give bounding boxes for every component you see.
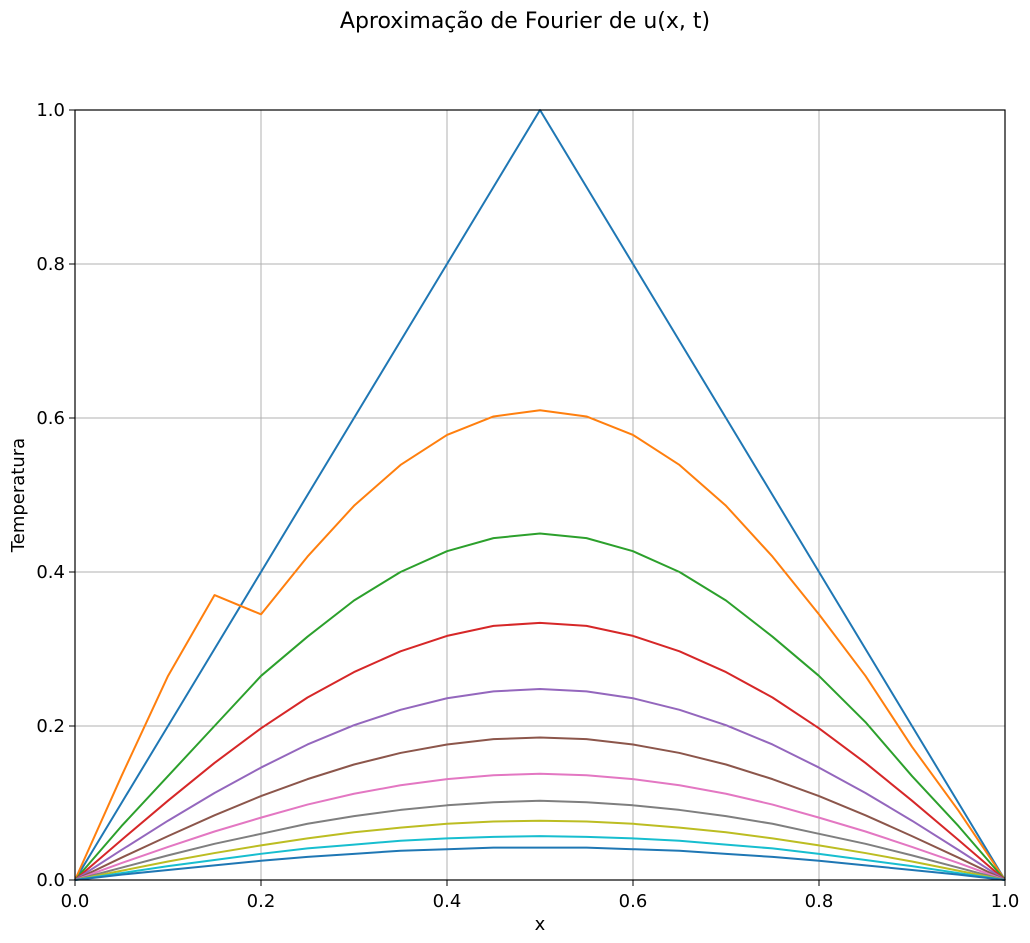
y-tick-label: 0.0 bbox=[36, 870, 65, 891]
series-line-10 bbox=[74, 835, 1006, 881]
y-tick-label: 1.0 bbox=[36, 100, 65, 121]
y-axis-label: Temperatura bbox=[8, 438, 29, 553]
series-line-4 bbox=[74, 621, 1006, 881]
x-tick-label: 0.0 bbox=[61, 891, 90, 912]
y-tick-label: 0.8 bbox=[36, 254, 65, 275]
series-line-5 bbox=[74, 688, 1006, 881]
y-tick-label: 0.4 bbox=[36, 562, 65, 583]
series-line-6 bbox=[74, 736, 1006, 881]
y-axis-ticks: 0.0 0.2 0.4 0.6 0.8 1.0 bbox=[36, 100, 75, 891]
series-line-3 bbox=[74, 532, 1006, 881]
series-line-1 bbox=[74, 109, 1006, 881]
series-line-8 bbox=[74, 799, 1006, 881]
series-line-9 bbox=[74, 819, 1006, 881]
y-tick-label: 0.2 bbox=[36, 716, 65, 737]
x-tick-label: 1.0 bbox=[991, 891, 1020, 912]
y-tick-label: 0.6 bbox=[36, 408, 65, 429]
x-tick-label: 0.4 bbox=[433, 891, 462, 912]
x-tick-label: 0.2 bbox=[247, 891, 276, 912]
grid bbox=[74, 109, 1006, 881]
x-tick-label: 0.8 bbox=[805, 891, 834, 912]
x-axis-ticks: 0.0 0.2 0.4 0.6 0.8 1.0 bbox=[61, 880, 1020, 912]
series-line-2 bbox=[74, 409, 1006, 881]
series-line-11 bbox=[74, 846, 1006, 881]
series-group bbox=[74, 109, 1006, 881]
chart-title: Aproximação de Fourier de u(x, t) bbox=[340, 9, 710, 34]
x-tick-label: 0.6 bbox=[619, 891, 648, 912]
series-line-7 bbox=[74, 772, 1006, 881]
x-axis-label: x bbox=[535, 914, 546, 935]
plot-frame bbox=[74, 109, 1006, 881]
